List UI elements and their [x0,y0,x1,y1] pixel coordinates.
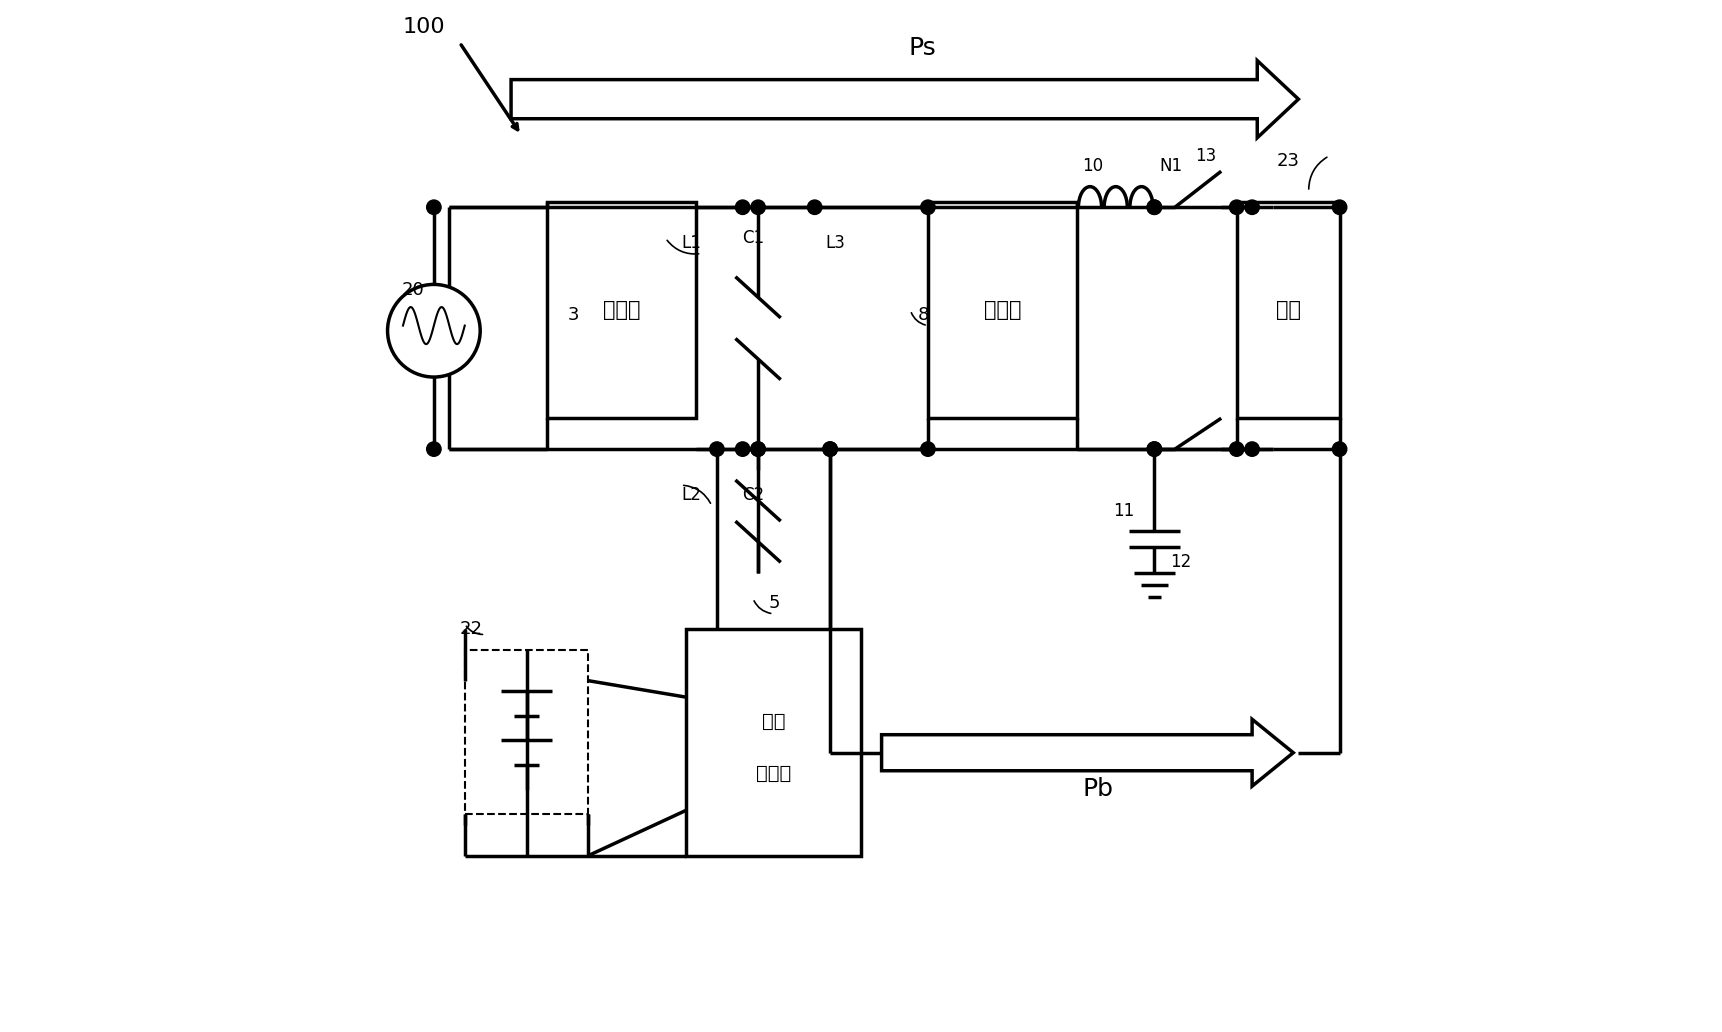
Circle shape [751,442,765,456]
Circle shape [1147,442,1162,456]
Text: C1: C1 [742,229,765,247]
FancyBboxPatch shape [465,650,589,814]
FancyArrow shape [882,719,1293,786]
Circle shape [1333,442,1347,456]
Text: C2: C2 [742,486,765,505]
Circle shape [1147,200,1162,215]
Circle shape [808,200,821,215]
Text: 5: 5 [768,594,780,612]
Circle shape [735,200,749,215]
FancyBboxPatch shape [1236,202,1340,418]
Circle shape [1333,200,1347,215]
Circle shape [1230,442,1243,456]
Circle shape [427,442,441,456]
FancyArrow shape [511,61,1298,137]
Text: 100: 100 [403,18,446,37]
Text: 20: 20 [401,281,425,298]
Text: 8: 8 [918,307,928,324]
Text: 10: 10 [1083,157,1104,175]
Text: 3: 3 [568,307,579,324]
Circle shape [1245,442,1259,456]
Circle shape [751,442,765,456]
Text: L2: L2 [682,486,701,505]
Text: 23: 23 [1276,152,1300,170]
FancyBboxPatch shape [548,202,696,418]
Circle shape [709,442,725,456]
Text: 12: 12 [1169,553,1192,572]
Circle shape [1147,200,1162,215]
Circle shape [387,285,480,377]
Text: 11: 11 [1112,502,1135,520]
Circle shape [751,200,765,215]
Text: L3: L3 [825,234,846,252]
Text: L1: L1 [680,234,701,252]
Circle shape [823,442,837,456]
Circle shape [735,442,749,456]
Text: 13: 13 [1195,147,1217,165]
Circle shape [823,442,837,456]
Text: 斩波器: 斩波器 [756,764,790,783]
Text: Pb: Pb [1081,777,1112,801]
Text: 变换器: 变换器 [603,300,641,320]
Circle shape [427,200,441,215]
FancyBboxPatch shape [928,202,1078,418]
Text: 逆变器: 逆变器 [983,300,1021,320]
Circle shape [1230,200,1243,215]
Text: Ps: Ps [909,36,937,60]
Text: N1: N1 [1159,157,1183,175]
Text: 22: 22 [460,620,482,638]
Circle shape [921,442,935,456]
Circle shape [1147,442,1162,456]
Text: 负载: 负载 [1276,300,1300,320]
Text: 双向: 双向 [761,712,785,732]
FancyBboxPatch shape [685,630,861,856]
Circle shape [921,200,935,215]
Circle shape [1245,200,1259,215]
